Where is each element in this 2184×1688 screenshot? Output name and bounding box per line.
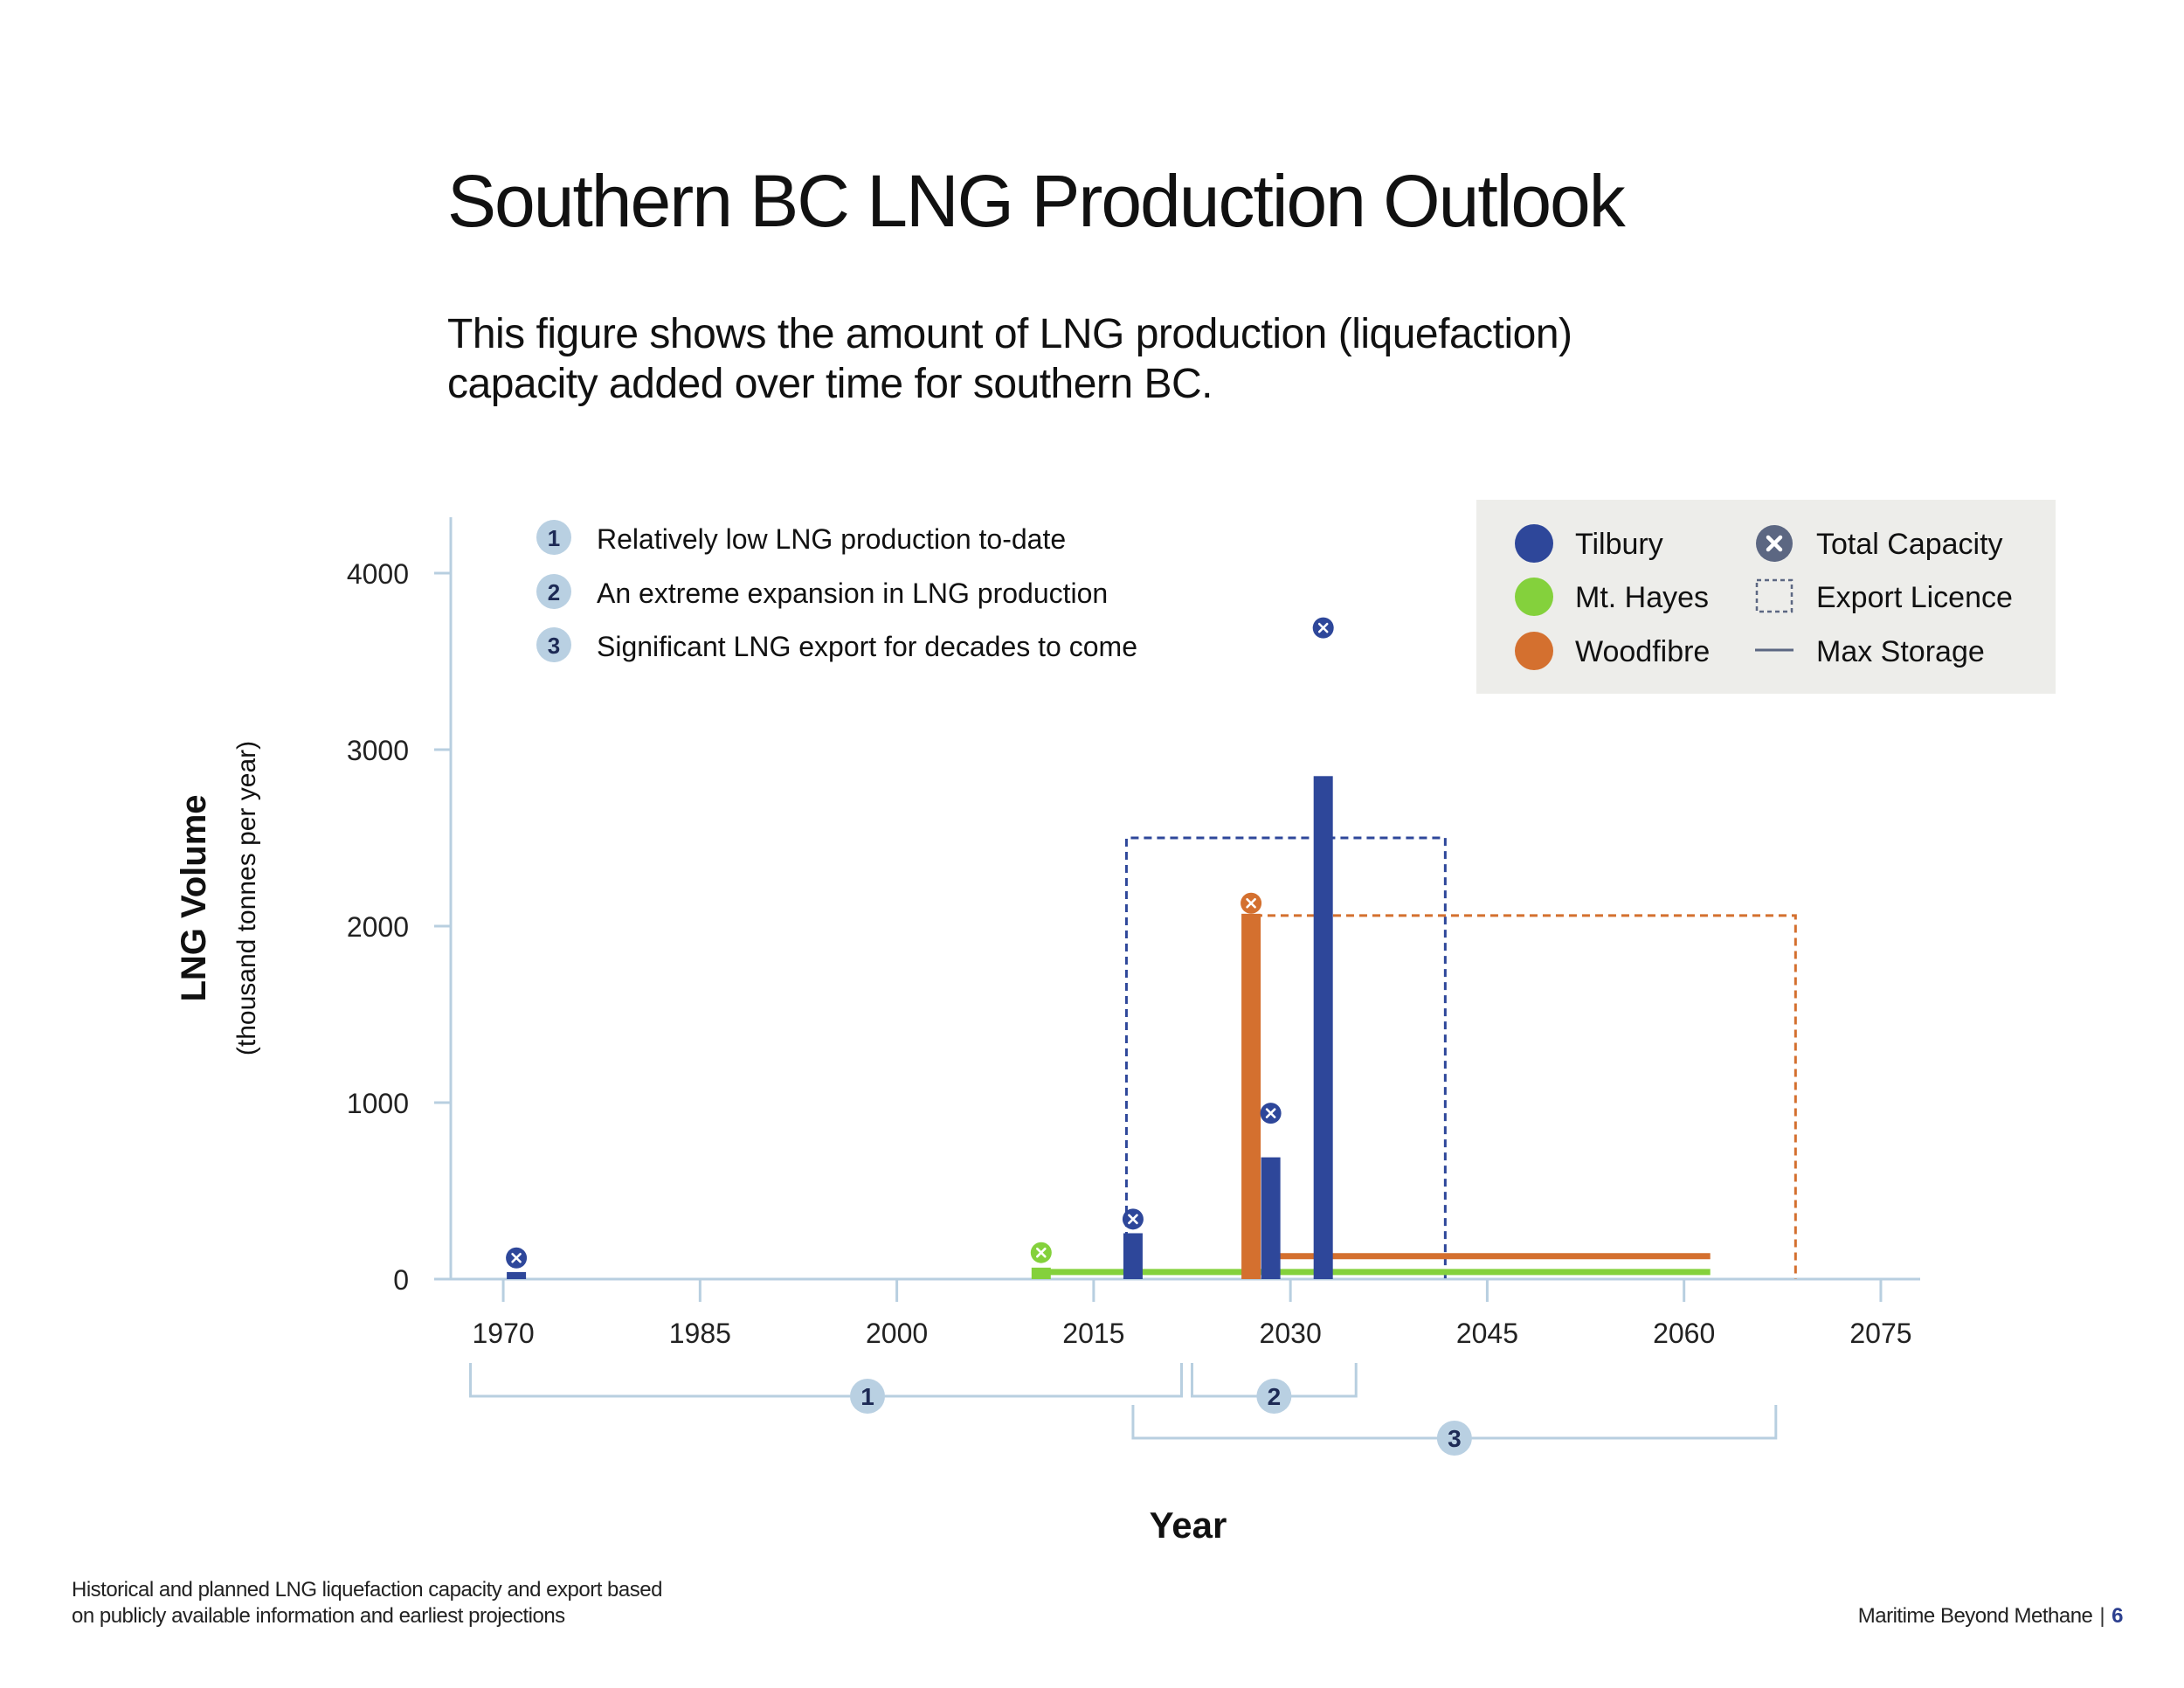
- brand-name: Maritime Beyond Methane: [1857, 1604, 2093, 1628]
- legend-woodfibre-label: Woodfibre: [1575, 635, 1710, 668]
- annotation-text-2: An extreme expansion in LNG production: [597, 578, 1108, 609]
- legend-mt-hayes-label: Mt. Hayes: [1575, 581, 1709, 614]
- brand-separator: |: [2099, 1604, 2105, 1628]
- bar-tilbury-2: [1123, 1233, 1143, 1279]
- x-tick-label-1970: 1970: [472, 1318, 534, 1349]
- period-badge-2: 2: [1268, 1383, 1282, 1410]
- total-capacity-icon: [1756, 525, 1793, 562]
- annotation-badge-2: 2: [548, 579, 560, 605]
- legend-export-licence-label: Export Licence: [1816, 581, 2013, 614]
- annotation-text-1: Relatively low LNG production to-date: [597, 523, 1066, 555]
- export-licence-icon: [1755, 578, 1794, 613]
- x-tick-label-2075: 2075: [1849, 1318, 1911, 1349]
- period-badge-circle-2: [1256, 1379, 1292, 1414]
- subtitle-line-1: This figure shows the amount of LNG prod…: [447, 311, 1572, 357]
- period-badge-circle-1: [850, 1379, 885, 1414]
- footnote-line-1: Historical and planned LNG liquefaction …: [72, 1578, 662, 1602]
- legend-mt-hayes-dot: [1515, 578, 1553, 616]
- export-licence-boxes: [1124, 836, 1797, 1279]
- capacity-bars: [507, 776, 1333, 1279]
- x-tick-label-1985: 1985: [669, 1318, 731, 1349]
- annotation-text-3: Significant LNG export for decades to co…: [597, 631, 1137, 662]
- page-title: Southern BC LNG Production Outlook: [447, 160, 1626, 242]
- x-tick-label-2000: 2000: [866, 1318, 928, 1349]
- y-axis-subtitle: (thousand tonnes per year): [232, 741, 261, 1055]
- x-tick-label-2045: 2045: [1456, 1318, 1518, 1349]
- total-capacity-marker-tilbury-5: [1312, 617, 1334, 639]
- period-brackets: 1 2 3: [469, 1363, 1778, 1456]
- x-tick-label-2060: 2060: [1653, 1318, 1715, 1349]
- subtitle-line-2: capacity added over time for southern BC…: [447, 361, 1213, 407]
- x-tick-label-2030: 2030: [1260, 1318, 1322, 1349]
- bar-tilbury-0: [507, 1271, 527, 1279]
- total-capacity-marker-tilbury-0: [506, 1247, 528, 1269]
- y-tick-label-3000: 3000: [347, 735, 409, 766]
- x-axis-title: Year: [1150, 1505, 1227, 1546]
- footnote-line-2: on publicly available information and ea…: [72, 1604, 565, 1628]
- legend-woodfibre-dot: [1515, 632, 1553, 670]
- y-ticks: 0 1000 2000 3000 4000: [347, 558, 451, 1296]
- legend-tilbury-label: Tilbury: [1575, 528, 1663, 561]
- legend-tilbury-dot: [1515, 524, 1553, 563]
- period-bracket-1: [469, 1363, 1183, 1398]
- export-licence-tilbury: [1124, 836, 1447, 1279]
- x-tick-label-2015: 2015: [1062, 1318, 1124, 1349]
- annotation-list: 1 Relatively low LNG production to-date …: [536, 520, 1137, 662]
- annotation-badge-1: 1: [548, 525, 560, 551]
- bar-woodfibre-3: [1241, 913, 1261, 1279]
- period-badge-1: 1: [860, 1383, 874, 1410]
- brand-footer: Maritime Beyond Methane | 6: [1857, 1604, 2124, 1629]
- y-axis-title: LNG Volume: [175, 794, 213, 1001]
- y-tick-label-0: 0: [393, 1264, 409, 1296]
- legend-total-capacity-label: Total Capacity: [1816, 528, 2003, 561]
- y-tick-label-4000: 4000: [347, 558, 409, 590]
- max-storage-lines: [1040, 1253, 1711, 1276]
- legend: Tilbury Mt. Hayes Woodfibre Total Capaci…: [1476, 500, 2056, 694]
- total-capacity-marker-tilbury-4: [1260, 1103, 1282, 1124]
- x-ticks: 1970 1985 2000 2015 2030 2045 2060 2075: [472, 1278, 1912, 1349]
- bar-tilbury-4: [1261, 1157, 1281, 1279]
- total-capacity-markers: [506, 617, 1334, 1269]
- bar-mt-hayes-1: [1031, 1267, 1051, 1279]
- page-number: 6: [2111, 1604, 2123, 1628]
- total-capacity-marker-mt-hayes-1: [1030, 1242, 1052, 1263]
- total-capacity-marker-tilbury-2: [1122, 1208, 1144, 1230]
- total-capacity-marker-woodfibre-3: [1241, 892, 1262, 914]
- y-tick-label-1000: 1000: [347, 1088, 409, 1119]
- export-licence-woodfibre: [1249, 914, 1797, 1279]
- y-tick-label-2000: 2000: [347, 911, 409, 943]
- period-badge-circle-3: [1436, 1421, 1472, 1456]
- legend-max-storage-label: Max Storage: [1816, 635, 1985, 668]
- period-badge-3: 3: [1448, 1425, 1462, 1452]
- annotation-badge-3: 3: [548, 633, 560, 659]
- bar-tilbury-5: [1313, 776, 1333, 1279]
